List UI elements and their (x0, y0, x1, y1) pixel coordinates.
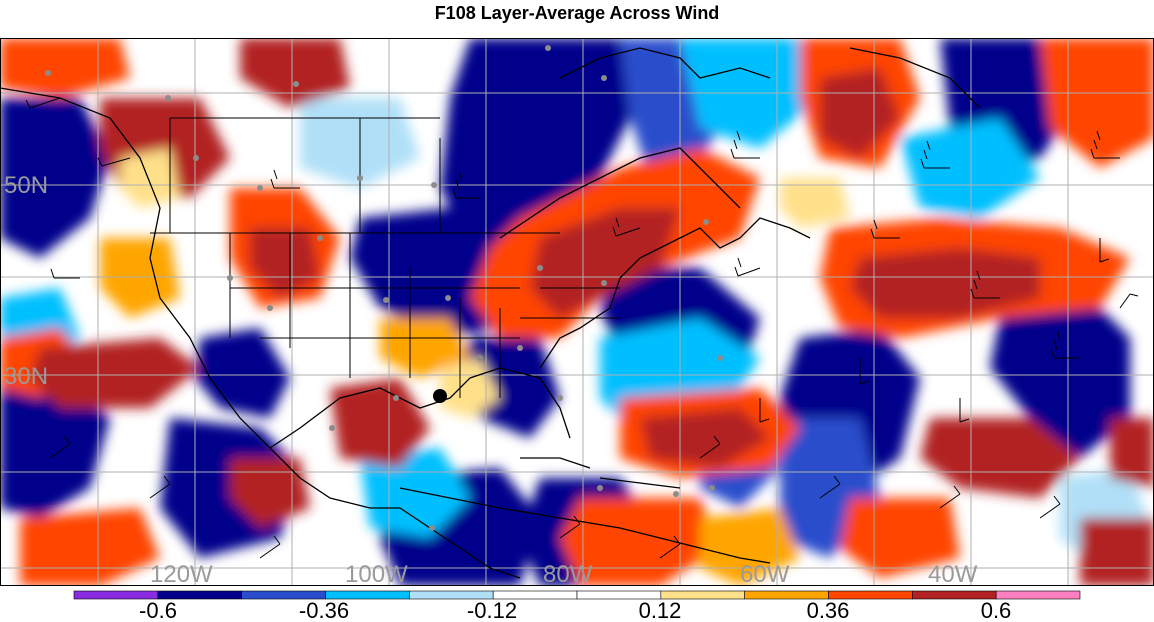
station-points (45, 45, 723, 531)
shaded-field (0, 38, 1154, 586)
lon-label-120w: 120W (150, 561, 213, 586)
graticule (0, 38, 1154, 586)
colorbar-tick-label: -0.12 (467, 598, 517, 622)
storm-center-marker (433, 389, 447, 403)
lat-label-50n: 50N (4, 172, 48, 199)
colorbar-tick-label: 0.12 (639, 598, 682, 622)
colorbar-tick-label: 0.36 (807, 598, 850, 622)
lat-label-30n: 30N (4, 363, 48, 390)
lon-label-40w: 40W (928, 561, 978, 586)
colorbar-swatches (73, 590, 1081, 600)
colorbar: -0.6 -0.36 -0.12 0.12 0.36 0.6 (73, 590, 1081, 622)
wind-barbs (25, 97, 1139, 559)
lon-label-80w: 80W (543, 561, 593, 586)
colorbar-tick-label: -0.6 (139, 598, 177, 622)
lon-label-60w: 60W (740, 561, 790, 586)
colorbar-tick-label: 0.6 (981, 598, 1012, 622)
colorbar-swatch (995, 590, 1081, 600)
map-panel: 50N 30N 120W 100W 80W 60W 40W (0, 38, 1154, 586)
colorbar-tick-label: -0.36 (299, 598, 349, 622)
plot-title: F108 Layer-Average Across Wind (434, 3, 720, 23)
lon-label-100w: 100W (345, 561, 408, 586)
